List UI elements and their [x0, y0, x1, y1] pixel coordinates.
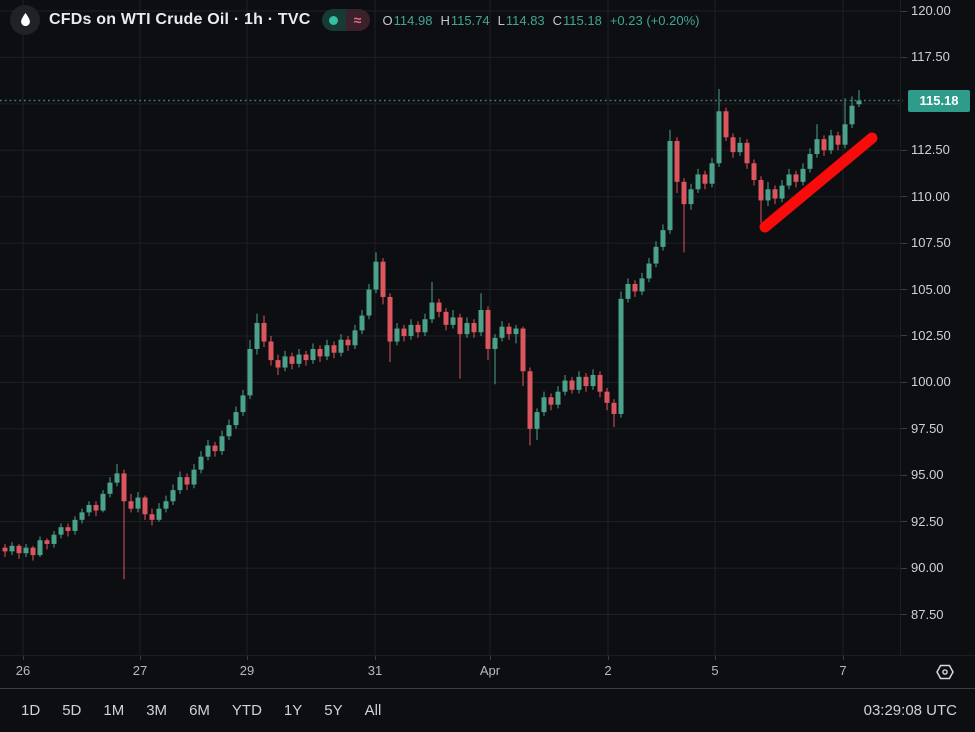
price-tick-label: 92.50 [911, 513, 944, 529]
price-tick-label: 105.00 [911, 281, 951, 297]
axis-settings-icon[interactable] [933, 662, 957, 682]
range-button-5y[interactable]: 5Y [324, 702, 343, 719]
range-button-1y[interactable]: 1Y [283, 702, 303, 719]
time-axis-tick [490, 656, 491, 660]
market-open-indicator[interactable] [321, 9, 346, 31]
time-axis-tick [843, 656, 844, 660]
high-label: H [440, 12, 450, 28]
time-axis-label: 5 [711, 663, 719, 678]
close-value: 115.18 [563, 12, 602, 28]
market-open-dot-icon [329, 15, 339, 25]
open-value: 114.98 [393, 12, 433, 28]
time-axis-tick [608, 656, 609, 660]
time-axis-tick [715, 656, 716, 660]
price-tick-label: 120.00 [911, 3, 951, 18]
range-button-5d[interactable]: 5D [62, 702, 82, 719]
symbol-legend: CFDs on WTI Crude Oil · 1h · TVC ≈ O 114.… [10, 5, 699, 35]
time-axis-tick [140, 656, 141, 660]
price-tick-label: 117.50 [911, 49, 950, 65]
price-axis-tick [901, 149, 907, 151]
delayed-data-indicator[interactable]: ≈ [345, 9, 370, 31]
time-axis-tick [23, 656, 24, 660]
price-axis-tick [901, 474, 907, 476]
range-button-6m[interactable]: 6M [189, 702, 210, 719]
price-axis-tick [901, 428, 907, 430]
price-tick-label: 110.00 [911, 188, 950, 204]
approx-equals-icon: ≈ [353, 12, 362, 28]
last-price-badge: 115.18 [908, 89, 970, 112]
low-value: 114.83 [505, 12, 545, 28]
price-axis-tick [901, 242, 907, 244]
time-axis-label: 29 [239, 663, 255, 678]
price-axis-tick [901, 614, 907, 616]
time-axis-tick [375, 656, 376, 660]
symbol-title[interactable]: CFDs on WTI Crude Oil · 1h · TVC [49, 11, 311, 28]
time-axis[interactable]: 26 27 29 31 Apr 2 5 7 [0, 655, 975, 688]
price-tick-label: 102.50 [911, 327, 951, 343]
range-button-1d[interactable]: 1D [21, 702, 41, 719]
time-axis-label: 26 [15, 663, 31, 678]
high-value: 115.74 [450, 12, 490, 28]
price-axis-tick [901, 289, 907, 291]
time-axis-label: 31 [367, 663, 383, 678]
candlestick-chart[interactable] [0, 0, 975, 655]
price-axis-tick [901, 335, 907, 337]
close-label: C [552, 12, 563, 28]
price-axis-tick [901, 521, 907, 523]
range-button-ytd[interactable]: YTD [231, 702, 262, 719]
price-axis-tick [901, 567, 907, 569]
range-button-all[interactable]: All [364, 702, 382, 719]
date-range-switcher: 1D 5D 1M 3M 6M YTD 1Y 5Y All [18, 700, 400, 721]
price-tick-label: 90.00 [911, 560, 944, 576]
price-axis-tick [901, 196, 907, 198]
open-label: O [382, 12, 393, 28]
price-axis-tick [901, 381, 907, 383]
time-axis-label: 27 [132, 663, 148, 678]
range-button-1m[interactable]: 1M [103, 702, 125, 719]
low-label: L [497, 12, 505, 28]
time-axis-label: 2 [604, 663, 612, 678]
chart-area: CFDs on WTI Crude Oil · 1h · TVC ≈ O 114.… [0, 0, 975, 655]
price-tick-label: 112.50 [911, 142, 950, 158]
price-tick-label: 107.50 [911, 235, 951, 251]
price-tick-label: 97.50 [911, 420, 944, 436]
price-tick-label: 95.00 [911, 467, 944, 483]
time-axis-tick [247, 656, 248, 660]
red-trend-line[interactable] [759, 132, 878, 233]
price-axis[interactable]: 120.00 117.50 112.50 110.00 107.50 105.00 102.… [900, 0, 975, 655]
change-value: +0.23 (+0.20%) [609, 12, 700, 28]
price-axis-tick [901, 56, 907, 58]
price-axis-tick [901, 10, 907, 12]
bottom-toolbar: 1D 5D 1M 3M 6M YTD 1Y 5Y All 03:29:08 UTC [0, 688, 975, 732]
oil-drop-icon [10, 5, 40, 35]
range-button-3m[interactable]: 3M [146, 702, 168, 719]
ohlc-readout: O 114.98 H 115.74 L 114.83 C 115.18 +0.23 (+0.20… [383, 13, 700, 28]
time-axis-label: 7 [839, 663, 847, 678]
clock-utc[interactable]: 03:29:08 UTC [863, 702, 957, 719]
time-axis-label: Apr [479, 663, 501, 678]
market-status-pills[interactable]: ≈ [321, 9, 370, 31]
price-tick-label: 87.50 [911, 606, 944, 622]
price-tick-label: 100.00 [911, 374, 951, 390]
